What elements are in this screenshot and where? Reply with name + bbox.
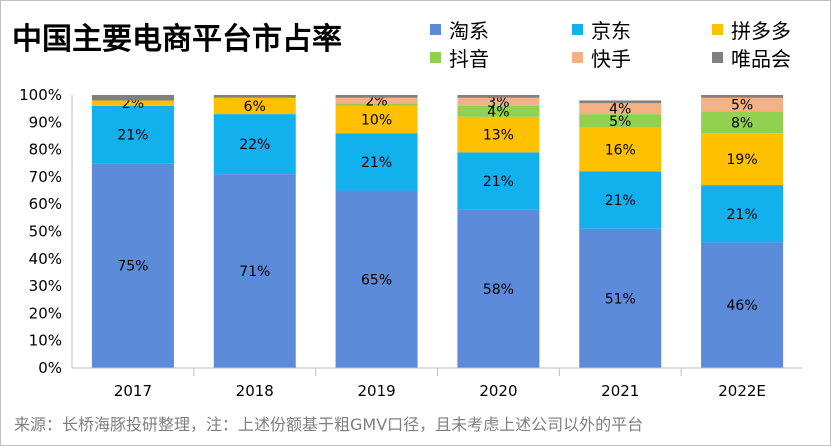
x-tick-label: 2022E (718, 382, 766, 400)
bar-segment (335, 133, 418, 191)
bar-segment (335, 97, 418, 104)
data-label: 21% (117, 128, 148, 144)
legend-label-jd: 京东 (591, 19, 631, 43)
data-label: 58% (483, 282, 514, 298)
bar-segment (213, 174, 296, 368)
bar-segment (335, 190, 418, 368)
data-label: 75% (117, 259, 148, 275)
bar-segment (91, 163, 174, 368)
legend-swatch-taoxi (430, 24, 441, 35)
y-tick-label: 80% (29, 141, 62, 159)
legend-label-douyin: 抖音 (449, 47, 489, 71)
data-label: 21% (483, 174, 514, 190)
legend-item-jd: 京东 (572, 15, 631, 44)
data-label: 22% (239, 137, 270, 153)
x-tick-label: 2021 (601, 382, 639, 400)
legend-label-taoxi: 淘系 (449, 19, 489, 43)
legend-label-vipshop: 唯品会 (731, 47, 791, 71)
data-label: 5% (731, 98, 753, 114)
data-label: 10% (361, 113, 392, 129)
data-label: 65% (361, 272, 392, 288)
y-tick-label: 90% (29, 113, 62, 131)
bar-segment (335, 95, 418, 98)
data-label: 5% (609, 114, 631, 130)
bar-segment (335, 105, 418, 134)
y-tick-label: 0% (38, 359, 62, 377)
bar-segment (91, 105, 174, 164)
legend-label-pdd: 拼多多 (731, 19, 791, 43)
data-label: 21% (605, 193, 636, 209)
bar-segment (579, 114, 662, 128)
bar-segment (91, 95, 174, 101)
legend-swatch-kuaishou (572, 52, 583, 63)
data-label: 4% (487, 104, 509, 120)
x-tick-label: 2018 (236, 382, 274, 400)
data-label: 21% (727, 207, 758, 223)
bar-segment (213, 97, 296, 115)
legend-label-kuaishou: 快手 (591, 47, 631, 71)
bar-segment (457, 152, 540, 210)
legend-swatch-jd (572, 24, 583, 35)
bar-segment (457, 95, 540, 98)
bar-segment (701, 95, 784, 98)
y-tick-label: 20% (29, 304, 62, 322)
bar-segment (701, 97, 784, 112)
data-label: 16% (605, 143, 636, 159)
bar-segment (457, 209, 540, 368)
footnote: 来源：长桥海豚投研整理，注：上述份额基于粗GMV口径，且未考虑上述公司以外的平台 (14, 415, 644, 434)
data-label: 21% (361, 155, 392, 171)
legend-item-douyin: 抖音 (430, 43, 489, 72)
y-tick-label: 10% (29, 332, 62, 350)
bar-segment (91, 100, 174, 106)
legend-item-pdd: 拼多多 (712, 15, 791, 44)
y-tick-label: 100% (19, 86, 62, 104)
bar-segment (213, 114, 296, 175)
chart-title: 中国主要电商平台市占率 (12, 22, 342, 57)
legend-item-taoxi: 淘系 (430, 15, 489, 44)
bar-segment (701, 242, 784, 368)
bar-segment (579, 100, 662, 104)
legend-item-kuaishou: 快手 (572, 43, 631, 72)
legend-item-vipshop: 唯品会 (712, 43, 791, 72)
legend-swatch-vipshop (712, 52, 723, 63)
bar-segment (701, 185, 784, 243)
bar-segment (579, 127, 662, 172)
data-label: 8% (731, 115, 753, 131)
bar-segment (579, 171, 662, 229)
y-tick-label: 40% (29, 250, 62, 268)
x-tick-label: 2020 (479, 382, 517, 400)
bar-segment (213, 95, 296, 98)
data-label: 51% (605, 291, 636, 307)
bar-segment (335, 103, 418, 106)
data-label: 3% (487, 95, 509, 111)
x-tick-label: 2019 (357, 382, 395, 400)
x-tick-label: 2017 (114, 382, 152, 400)
bar-segment (457, 97, 540, 106)
data-label: 13% (483, 128, 514, 144)
y-tick-label: 60% (29, 195, 62, 213)
legend: 淘系 京东 拼多多 抖音 快手 唯品会 (0, 0, 831, 80)
legend-swatch-pdd (712, 24, 723, 35)
legend-swatch-douyin (430, 52, 441, 63)
data-label: 6% (244, 99, 266, 115)
data-label: 46% (727, 298, 758, 314)
bar-segment (701, 111, 784, 134)
data-label: 71% (239, 264, 270, 280)
bar-segment (701, 133, 784, 186)
bar-segment (579, 103, 662, 115)
data-label: 19% (727, 152, 758, 168)
bar-segment (457, 116, 540, 153)
y-tick-label: 70% (29, 168, 62, 186)
bar-segment (579, 228, 662, 368)
y-tick-label: 50% (29, 223, 62, 241)
data-label: 4% (609, 102, 631, 118)
bar-segment (457, 105, 540, 117)
y-tick-label: 30% (29, 277, 62, 295)
